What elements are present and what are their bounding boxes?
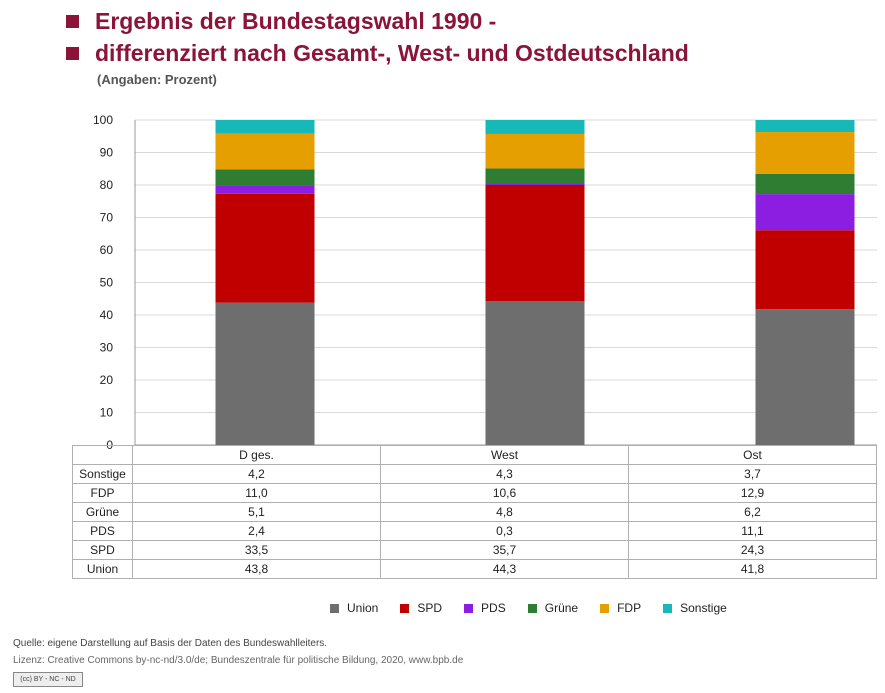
- table-cell: 33,5: [132, 540, 381, 560]
- cc-license-badge-icon: (cc) BY - NC - ND: [13, 672, 83, 687]
- table-cell: 11,0: [132, 483, 381, 503]
- table-cell: 44,3: [380, 559, 629, 579]
- legend-item: Sonstige: [663, 601, 727, 615]
- table-cell: 24,3: [628, 540, 877, 560]
- table-cell: 4,2: [132, 464, 381, 484]
- y-tick-label: 50: [100, 276, 114, 290]
- bar-segment-sonstige: [215, 120, 315, 134]
- bar-segment-union: [485, 301, 585, 445]
- table-row: SPD 33,5 35,7 24,3: [72, 540, 877, 560]
- table-header-cell: Ost: [628, 445, 877, 465]
- y-tick-label: 10: [100, 406, 114, 420]
- table-cell: 4,3: [380, 464, 629, 484]
- chart-subtitle: (Angaben: Prozent): [97, 72, 217, 87]
- bar-segment-fdp: [215, 133, 315, 170]
- table-cell: 5,1: [132, 502, 381, 522]
- legend-swatch: [527, 603, 537, 613]
- title-text-2: differenziert nach Gesamt-, West- und Os…: [95, 40, 689, 66]
- legend-label: Sonstige: [680, 601, 727, 615]
- legend-item: FDP: [600, 601, 641, 615]
- bar-segment-spd: [755, 230, 855, 310]
- data-table: D ges. West Ost Sonstige 4,2 4,3 3,7 FDP 11,0…: [72, 445, 877, 579]
- y-tick-label: 100: [93, 113, 113, 127]
- table-row-label: Grüne: [72, 502, 133, 522]
- table-row: PDS 2,4 0,3 11,1: [72, 521, 877, 541]
- bar-segment-grüne: [215, 169, 315, 186]
- table-row-label: SPD: [72, 540, 133, 560]
- table-cell: 2,4: [132, 521, 381, 541]
- y-tick-label: 90: [100, 146, 114, 160]
- table-cell: 10,6: [380, 483, 629, 503]
- legend-swatch: [663, 603, 673, 613]
- title-line-2: differenziert nach Gesamt-, West- und Os…: [66, 40, 689, 67]
- table-row-label: Sonstige: [72, 464, 133, 484]
- legend-label: SPD: [417, 601, 443, 615]
- bar-segment-fdp: [755, 132, 855, 174]
- legend-label: Union: [347, 601, 379, 615]
- table-header-row: D ges. West Ost: [72, 445, 877, 465]
- table-row-label: PDS: [72, 521, 133, 541]
- title-line-1: Ergebnis der Bundestagswahl 1990 -: [66, 8, 496, 35]
- y-tick-label: 20: [100, 373, 114, 387]
- bar-segment-sonstige: [485, 120, 585, 134]
- table-cell: 43,8: [132, 559, 381, 579]
- legend-label: Grüne: [544, 601, 579, 615]
- table-cell: 12,9: [628, 483, 877, 503]
- legend-swatch: [464, 603, 474, 613]
- table-header-cell: D ges.: [132, 445, 381, 465]
- bar-segment-grüne: [485, 168, 585, 185]
- bar-segment-pds: [485, 184, 585, 185]
- footer-source: Quelle: eigene Darstellung auf Basis der…: [13, 638, 328, 649]
- legend-item: Grüne: [527, 601, 579, 615]
- bar-segment-spd: [215, 193, 315, 303]
- bar-segment-pds: [755, 194, 855, 231]
- bar-segment-union: [215, 302, 315, 445]
- table-cell: 11,1: [628, 521, 877, 541]
- table-cell: 6,2: [628, 502, 877, 522]
- legend-swatch: [400, 603, 410, 613]
- footer-license: Lizenz: Creative Commons by-nc-nd/3.0/de…: [13, 655, 464, 666]
- table-row: FDP 11,0 10,6 12,9: [72, 483, 877, 503]
- bar-segment-grüne: [755, 173, 855, 195]
- legend-label: PDS: [481, 601, 506, 615]
- bar-segment-spd: [485, 185, 585, 302]
- title-bullet-square-icon: [66, 47, 79, 60]
- title-bullet-square-icon: [66, 15, 79, 28]
- legend-swatch: [600, 603, 610, 613]
- table-row-label: FDP: [72, 483, 133, 503]
- y-tick-label: 40: [100, 308, 114, 322]
- table-row: Grüne 5,1 4,8 6,2: [72, 502, 877, 522]
- legend-item: Union: [330, 601, 378, 615]
- table-header-cell: West: [380, 445, 629, 465]
- bar-segment-sonstige: [755, 120, 855, 133]
- bar-segment-union: [755, 309, 855, 445]
- legend-swatch: [330, 603, 339, 613]
- legend-item: SPD: [400, 601, 442, 615]
- table-cell: 4,8: [380, 502, 629, 522]
- table-cell: 0,3: [380, 521, 629, 541]
- chart-legend: Union SPD PDS Grüne FDP Sonstige: [330, 601, 727, 615]
- bar-segment-fdp: [485, 133, 585, 169]
- bar-segment-pds: [215, 185, 315, 194]
- legend-item: PDS: [464, 601, 506, 615]
- stacked-bar-chart: 0 10 20 30 40 50 60 70 80 90 100: [93, 113, 877, 450]
- y-tick-label: 30: [100, 341, 114, 355]
- table-cell: 41,8: [628, 559, 877, 579]
- y-tick-label: 80: [100, 178, 114, 192]
- y-tick-label: 70: [100, 211, 114, 225]
- table-row-label: Union: [72, 559, 133, 579]
- y-tick-label: 0: [106, 438, 113, 450]
- table-cell: 35,7: [380, 540, 629, 560]
- table-corner-cell: [72, 445, 133, 465]
- title-text-1: Ergebnis der Bundestagswahl 1990 -: [95, 8, 497, 34]
- legend-label: FDP: [617, 601, 642, 615]
- table-cell: 3,7: [628, 464, 877, 484]
- table-row: Sonstige 4,2 4,3 3,7: [72, 464, 877, 484]
- y-tick-label: 60: [100, 243, 114, 257]
- table-row: Union 43,8 44,3 41,8: [72, 559, 877, 579]
